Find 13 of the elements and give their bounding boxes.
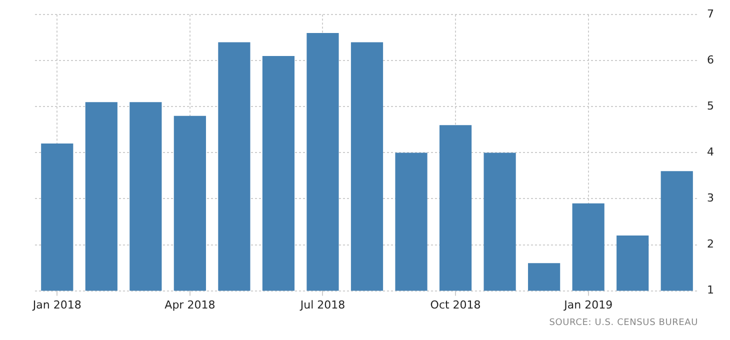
y-tick-label: 5 xyxy=(707,100,714,113)
y-tick-label: 7 xyxy=(707,7,714,20)
y-tick-label: 2 xyxy=(707,238,714,251)
x-tick-label: Jan 2019 xyxy=(563,298,613,312)
x-tick-label: Oct 2018 xyxy=(430,298,481,312)
y-tick-label: 1 xyxy=(707,284,714,297)
y-tick-label: 3 xyxy=(707,192,714,205)
y-tick-label: 6 xyxy=(707,53,714,66)
y-tick-label: 4 xyxy=(707,146,714,159)
source-note: SOURCE: U.S. CENSUS BUREAU xyxy=(548,318,698,328)
x-tick-label: Jan 2018 xyxy=(32,298,82,312)
x-tick-label: Apr 2018 xyxy=(164,298,216,312)
x-tick-label: Jul 2018 xyxy=(299,298,346,312)
